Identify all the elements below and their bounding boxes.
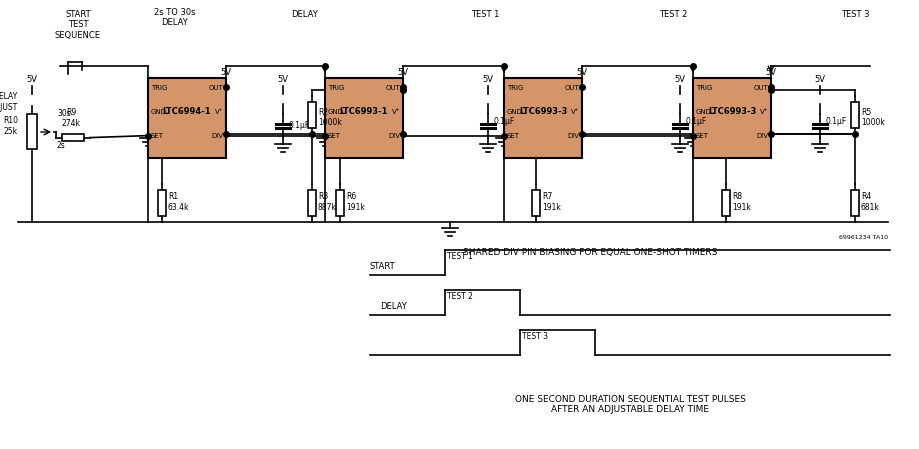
Text: R10
25k: R10 25k — [3, 116, 18, 136]
Bar — [335, 190, 344, 216]
Text: 5V: 5V — [813, 75, 824, 84]
Bar — [721, 190, 729, 216]
Text: TEST 2: TEST 2 — [447, 292, 472, 301]
Text: TRIG: TRIG — [696, 84, 711, 91]
Text: R9
274k: R9 274k — [62, 108, 81, 128]
Text: DIV: DIV — [388, 132, 400, 139]
Bar — [504, 78, 582, 158]
Text: R4
681k: R4 681k — [860, 192, 879, 211]
Text: 2s: 2s — [57, 141, 65, 150]
Text: DIV: DIV — [755, 132, 767, 139]
Bar — [27, 114, 37, 149]
Text: R3
887k: R3 887k — [318, 192, 336, 211]
Text: V⁺: V⁺ — [214, 109, 222, 114]
Text: LTC6994-1: LTC6994-1 — [163, 107, 211, 116]
Text: GND: GND — [696, 109, 711, 114]
Text: R1
63.4k: R1 63.4k — [168, 192, 189, 211]
Text: R2
1000k: R2 1000k — [318, 108, 342, 128]
Text: LTC6993-3: LTC6993-3 — [707, 107, 755, 116]
Text: 5V: 5V — [278, 75, 289, 84]
Text: TRIG: TRIG — [328, 84, 344, 91]
Text: 5V: 5V — [482, 75, 493, 84]
Text: 5V: 5V — [765, 68, 776, 77]
Text: V⁺: V⁺ — [570, 109, 578, 114]
Text: OUT: OUT — [753, 84, 767, 91]
Text: GND: GND — [151, 109, 166, 114]
Bar — [62, 134, 84, 141]
Text: V⁺: V⁺ — [391, 109, 400, 114]
Text: DELAY
ADJUST: DELAY ADJUST — [0, 92, 18, 112]
Text: LTC6993-1: LTC6993-1 — [339, 107, 388, 116]
Text: 2s TO 30s
DELAY: 2s TO 30s DELAY — [154, 8, 196, 27]
Text: 5V: 5V — [27, 75, 38, 84]
Text: R6
191k: R6 191k — [346, 192, 365, 211]
Bar — [850, 190, 858, 216]
Text: SET: SET — [506, 132, 519, 139]
Text: START: START — [369, 262, 395, 271]
Bar — [158, 190, 165, 216]
Text: 0.1μF: 0.1μF — [686, 118, 707, 127]
Bar — [308, 101, 315, 128]
Text: DELAY: DELAY — [291, 10, 318, 19]
Text: GND: GND — [506, 109, 522, 114]
Text: DELAY: DELAY — [380, 302, 406, 311]
Text: R5
1000k: R5 1000k — [860, 108, 884, 128]
Bar — [148, 78, 226, 158]
Text: SHARED DIV PIN BIASING FOR EQUAL ONE-SHOT TIMERS: SHARED DIV PIN BIASING FOR EQUAL ONE-SHO… — [462, 248, 717, 257]
Text: 5V: 5V — [674, 75, 685, 84]
Bar — [531, 190, 539, 216]
Text: 0.1μF: 0.1μF — [825, 118, 846, 127]
Text: DIV: DIV — [566, 132, 578, 139]
Text: START
TEST
SEQUENCE: START TEST SEQUENCE — [55, 10, 101, 40]
Bar — [692, 78, 770, 158]
Text: R7
191k: R7 191k — [541, 192, 561, 211]
Text: ONE SECOND DURATION SEQUENTIAL TEST PULSES
AFTER AN ADJUSTABLE DELAY TIME: ONE SECOND DURATION SEQUENTIAL TEST PULS… — [514, 395, 744, 414]
Text: SET: SET — [696, 132, 709, 139]
Text: V⁺: V⁺ — [759, 109, 767, 114]
Text: TEST 2: TEST 2 — [658, 10, 686, 19]
Text: TEST 3: TEST 3 — [521, 332, 548, 341]
Text: SET: SET — [151, 132, 164, 139]
Text: TEST 1: TEST 1 — [447, 252, 472, 261]
Text: TEST 1: TEST 1 — [471, 10, 499, 19]
Bar — [324, 78, 403, 158]
Text: 5V: 5V — [576, 68, 587, 77]
Text: TRIG: TRIG — [151, 84, 167, 91]
Text: GND: GND — [328, 109, 344, 114]
Text: SET: SET — [328, 132, 341, 139]
Text: TRIG: TRIG — [506, 84, 523, 91]
Text: LTC6993-3: LTC6993-3 — [518, 107, 567, 116]
Text: TEST 3: TEST 3 — [840, 10, 868, 19]
Bar — [308, 190, 315, 216]
Text: 69961234 TA10: 69961234 TA10 — [838, 235, 887, 240]
Text: R8
191k: R8 191k — [732, 192, 750, 211]
Text: OUT: OUT — [208, 84, 222, 91]
Bar — [850, 101, 858, 128]
Text: OUT: OUT — [563, 84, 578, 91]
Text: 0.1μF: 0.1μF — [289, 122, 310, 131]
Text: 0.1μF: 0.1μF — [494, 118, 515, 127]
Text: 5V: 5V — [397, 68, 408, 77]
Text: 5V: 5V — [221, 68, 232, 77]
Text: DIV: DIV — [210, 132, 222, 139]
Text: OUT: OUT — [385, 84, 400, 91]
Text: 30s: 30s — [57, 110, 71, 119]
